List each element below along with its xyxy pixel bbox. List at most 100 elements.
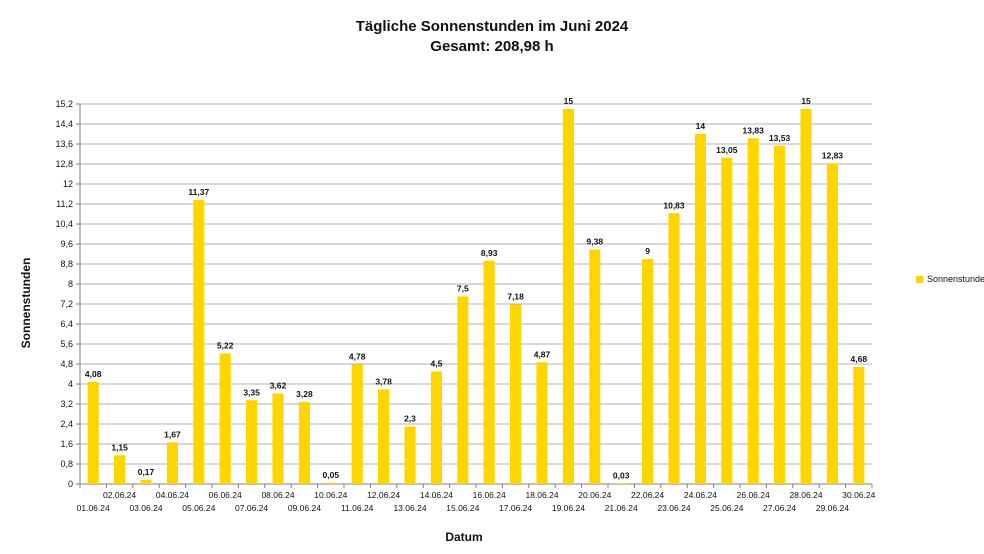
y-tick-label: 11,2 xyxy=(56,199,73,209)
y-tick-label: 12 xyxy=(63,179,73,189)
y-tick-label: 2,4 xyxy=(60,419,73,429)
data-label: 13,83 xyxy=(743,125,765,135)
data-label: 4,68 xyxy=(851,354,868,364)
bar xyxy=(272,393,284,484)
data-label: 15 xyxy=(564,96,574,106)
data-label: 12,83 xyxy=(822,150,844,160)
x-tick-label: 23.06.24 xyxy=(657,503,690,513)
bar xyxy=(510,304,522,484)
bar xyxy=(483,260,495,484)
bar xyxy=(114,455,126,484)
data-label: 0,03 xyxy=(613,470,630,480)
data-label: 4,87 xyxy=(534,349,551,359)
y-tick-label: 0,8 xyxy=(60,459,73,469)
data-label: 5,22 xyxy=(217,341,234,351)
data-label: 11,37 xyxy=(188,187,209,197)
bar xyxy=(140,479,152,484)
data-label: 4,5 xyxy=(430,359,442,369)
bar xyxy=(800,109,812,484)
data-label: 13,53 xyxy=(769,133,791,143)
x-tick-label: 14.06.24 xyxy=(420,490,453,500)
bar xyxy=(642,259,654,484)
data-label: 1,67 xyxy=(164,429,181,439)
y-tick-label: 4,8 xyxy=(60,359,73,369)
x-tick-label: 22.06.24 xyxy=(631,490,664,500)
y-tick-label: 5,6 xyxy=(60,339,73,349)
y-tick-label: 6,4 xyxy=(60,319,73,329)
bar xyxy=(193,199,205,484)
x-tick-label: 05.06.24 xyxy=(182,503,215,513)
data-label: 7,5 xyxy=(457,284,469,294)
x-tick-label: 17.06.24 xyxy=(499,503,532,513)
y-tick-label: 3,2 xyxy=(60,399,73,409)
x-tick-label: 04.06.24 xyxy=(156,490,189,500)
bar xyxy=(668,213,680,484)
x-tick-label: 07.06.24 xyxy=(235,503,268,513)
data-label: 9,38 xyxy=(587,237,604,247)
x-tick-label: 26.06.24 xyxy=(737,490,770,500)
x-tick-label: 11.06.24 xyxy=(341,503,374,513)
y-tick-label: 1,6 xyxy=(60,439,73,449)
x-tick-label: 15.06.24 xyxy=(446,503,479,513)
data-label: 0,05 xyxy=(323,470,340,480)
x-tick-label: 08.06.24 xyxy=(261,490,294,500)
data-label: 1,15 xyxy=(111,442,128,452)
x-tick-label: 16.06.24 xyxy=(473,490,506,500)
x-tick-label: 25.06.24 xyxy=(710,503,743,513)
x-tick-label: 20.06.24 xyxy=(578,490,611,500)
y-tick-label: 13,6 xyxy=(55,139,73,149)
x-tick-label: 03.06.24 xyxy=(129,503,162,513)
bar xyxy=(774,145,786,484)
x-tick-label: 06.06.24 xyxy=(209,490,242,500)
data-label: 9 xyxy=(645,246,650,256)
data-label: 3,35 xyxy=(243,387,260,397)
bar xyxy=(166,442,178,484)
bar xyxy=(457,296,469,484)
y-tick-label: 0 xyxy=(68,479,73,489)
data-label: 10,83 xyxy=(663,200,685,210)
data-label: 3,28 xyxy=(296,389,313,399)
bar xyxy=(747,138,759,484)
bar xyxy=(351,364,363,484)
data-label: 15 xyxy=(801,96,811,106)
y-tick-label: 12,8 xyxy=(55,159,73,169)
bar xyxy=(298,402,310,484)
legend-swatch xyxy=(916,275,923,283)
bar xyxy=(325,482,337,484)
y-tick-label: 10,4 xyxy=(55,219,73,229)
x-tick-label: 30.06.24 xyxy=(842,490,875,500)
bar xyxy=(378,389,390,484)
y-tick-label: 15,2 xyxy=(55,99,73,109)
data-label: 3,78 xyxy=(375,377,392,387)
y-tick-label: 8,8 xyxy=(60,259,73,269)
x-tick-label: 27.06.24 xyxy=(763,503,796,513)
data-label: 7,18 xyxy=(507,292,524,302)
bar xyxy=(430,371,442,484)
y-tick-label: 8 xyxy=(68,279,73,289)
bar xyxy=(87,382,99,484)
bar xyxy=(246,400,258,484)
bar xyxy=(694,134,706,484)
chart-title: Tägliche Sonnenstunden im Juni 2024 xyxy=(355,18,629,35)
data-label: 4,78 xyxy=(349,352,366,362)
x-tick-label: 13.06.24 xyxy=(393,503,426,513)
bar xyxy=(615,483,627,484)
data-label: 14 xyxy=(696,121,706,131)
x-tick-label: 09.06.24 xyxy=(288,503,321,513)
bar xyxy=(853,367,865,484)
x-tick-label: 24.06.24 xyxy=(684,490,717,500)
bar xyxy=(721,157,733,484)
x-tick-label: 02.06.24 xyxy=(103,490,136,500)
chart-subtitle: Gesamt: 208,98 h xyxy=(430,38,554,55)
x-tick-label: 18.06.24 xyxy=(525,490,558,500)
x-axis-label: Datum xyxy=(445,530,483,544)
y-tick-label: 9,6 xyxy=(60,239,73,249)
bar xyxy=(589,249,601,484)
data-label: 3,62 xyxy=(270,381,287,391)
x-tick-label: 19.06.24 xyxy=(552,503,585,513)
bar xyxy=(219,353,231,484)
data-label: 4,08 xyxy=(85,369,102,379)
bar xyxy=(404,426,416,484)
